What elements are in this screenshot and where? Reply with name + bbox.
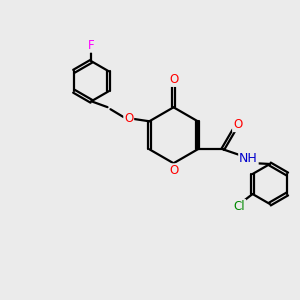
Text: NH: NH: [239, 152, 258, 166]
Text: O: O: [124, 112, 133, 125]
Text: Cl: Cl: [234, 200, 245, 213]
Text: O: O: [233, 118, 242, 131]
Text: F: F: [88, 39, 94, 52]
Text: O: O: [169, 164, 178, 177]
Text: O: O: [169, 73, 178, 86]
